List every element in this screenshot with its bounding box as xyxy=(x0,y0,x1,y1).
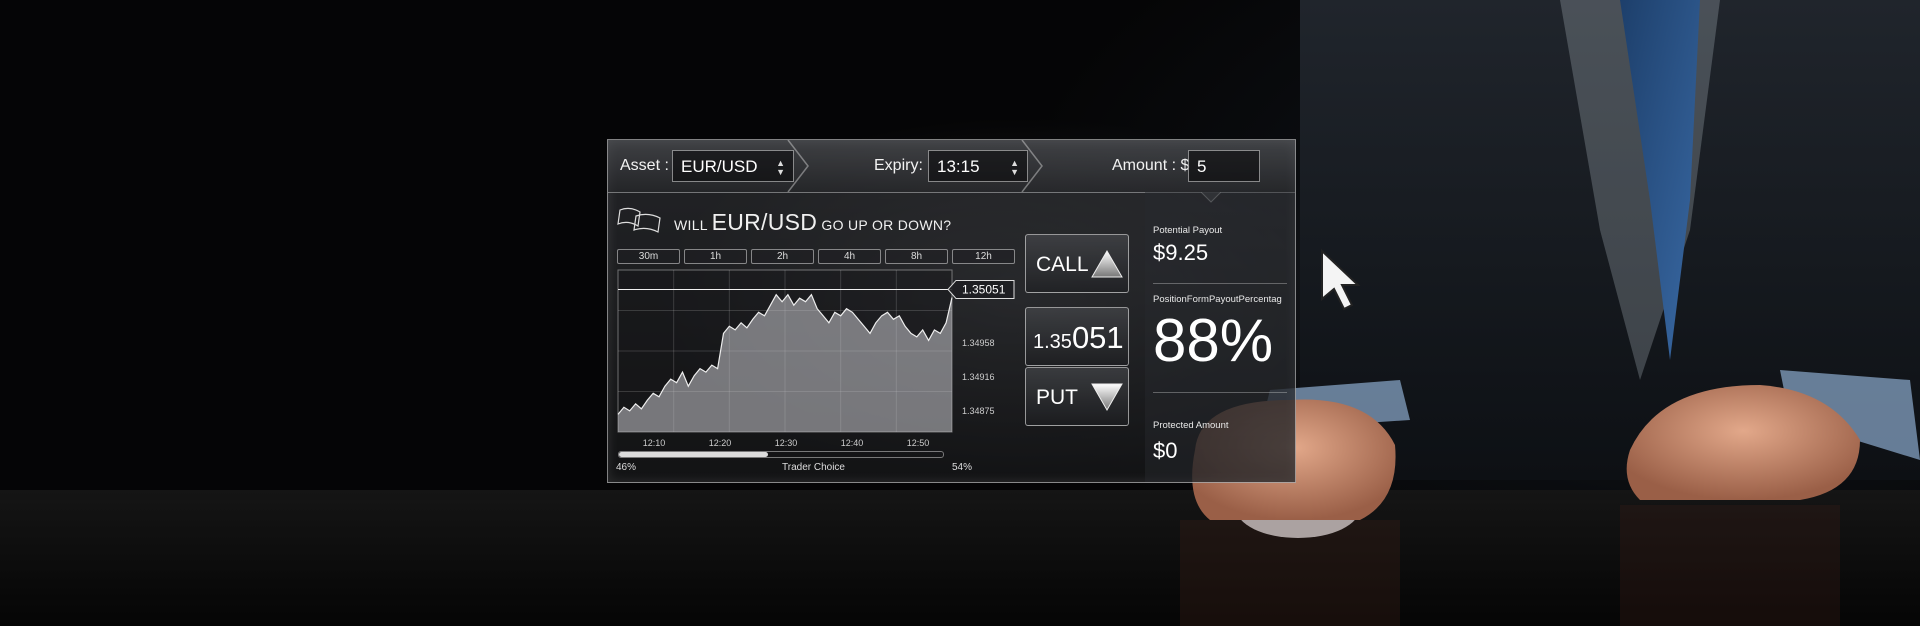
x-tick-label: 12:20 xyxy=(709,438,732,448)
call-button-label: CALL xyxy=(1036,253,1089,276)
price-chart: 1.35051 1.34958 1.34916 1.34875 12:10 12:20… xyxy=(617,269,1015,448)
trading-panel: Asset : EUR/USD ▲ ▼ Expiry: 13:15 ▲ ▼ Amou… xyxy=(607,139,1296,483)
put-button[interactable]: PUT xyxy=(1025,367,1129,426)
asset-label: Asset : xyxy=(620,157,669,174)
x-tick-label: 12:40 xyxy=(841,438,864,448)
timeframe-tab-30m[interactable]: 30m xyxy=(617,249,680,264)
expiry-label: Expiry: xyxy=(874,157,923,174)
potential-payout-label: Potential Payout xyxy=(1153,225,1223,236)
timeframe-tab-12h[interactable]: 12h xyxy=(952,249,1015,264)
timeframe-tab-4h[interactable]: 4h xyxy=(818,249,881,264)
call-button[interactable]: CALL xyxy=(1025,234,1129,293)
y-tick-label: 1.34916 xyxy=(962,372,995,382)
price-area xyxy=(618,294,952,432)
price-small-part: 1.35 xyxy=(1033,331,1072,353)
price-line xyxy=(617,293,953,415)
divider xyxy=(1153,283,1287,284)
asset-select-value: EUR/USD xyxy=(681,157,758,176)
chevron-divider-icon xyxy=(1021,140,1043,192)
amount-input-value: 5 xyxy=(1197,157,1207,176)
up-triangle-icon xyxy=(1091,249,1123,278)
question-prefix: WILL xyxy=(674,217,708,233)
protected-amount-label: Protected Amount xyxy=(1153,420,1229,431)
timeframe-tab-2h[interactable]: 2h xyxy=(751,249,814,264)
down-triangle-icon xyxy=(1091,383,1123,412)
trader-choice-left-pct: 46% xyxy=(616,462,637,473)
pointer-notch-icon xyxy=(1201,192,1221,203)
divider xyxy=(1153,392,1287,393)
payout-percentage-value: 88% xyxy=(1153,307,1274,374)
protected-amount-value: $0 xyxy=(1153,438,1178,463)
question-asset: EUR/USD xyxy=(711,209,818,235)
mouse-pointer-icon xyxy=(1321,248,1361,311)
x-tick-label: 12:30 xyxy=(775,438,798,448)
payout-summary: Potential Payout $9.25 PositionFormPayou… xyxy=(1145,192,1295,482)
current-price-box: 1.35051 xyxy=(1025,307,1129,366)
y-tick-label: 1.34958 xyxy=(962,338,995,348)
amount-label: Amount : $ xyxy=(1112,157,1190,174)
timeframe-tab-1h[interactable]: 1h xyxy=(684,249,747,264)
trader-choice-fill xyxy=(619,452,769,457)
question-heading: WILL EUR/USD GO UP OR DOWN? xyxy=(674,209,951,236)
trade-options-bar: Asset : EUR/USD ▲ ▼ Expiry: 13:15 ▲ ▼ Amou… xyxy=(608,140,1295,203)
asset-select[interactable]: EUR/USD ▲ ▼ xyxy=(672,150,794,182)
x-tick-label: 12:10 xyxy=(643,438,666,448)
trader-choice-label: Trader Choice xyxy=(782,462,845,473)
current-price-text: 1.35051 xyxy=(962,282,1006,296)
updown-arrows-icon: ▲ ▼ xyxy=(1010,158,1019,177)
question-suffix: GO UP OR DOWN? xyxy=(821,217,952,233)
current-price-tag: 1.35051 xyxy=(947,279,1015,299)
expiry-select-value: 13:15 xyxy=(937,157,980,176)
potential-payout-value: $9.25 xyxy=(1153,240,1209,265)
updown-arrows-icon: ▲ ▼ xyxy=(776,158,785,177)
amount-input[interactable]: 5 xyxy=(1188,150,1260,182)
trader-choice-right-pct: 54% xyxy=(952,462,973,473)
payout-percentage-label: PositionFormPayoutPercentag xyxy=(1153,294,1282,305)
flags-icon xyxy=(617,207,661,233)
y-tick-label: 1.34875 xyxy=(962,406,995,416)
chevron-divider-icon xyxy=(787,140,809,192)
expiry-select[interactable]: 13:15 ▲ ▼ xyxy=(928,150,1028,182)
price-large-part: 051 xyxy=(1071,320,1124,355)
trader-choice-bar xyxy=(618,451,944,458)
put-button-label: PUT xyxy=(1036,386,1078,409)
timeframe-tab-8h[interactable]: 8h xyxy=(885,249,948,264)
x-tick-label: 12:50 xyxy=(907,438,930,448)
